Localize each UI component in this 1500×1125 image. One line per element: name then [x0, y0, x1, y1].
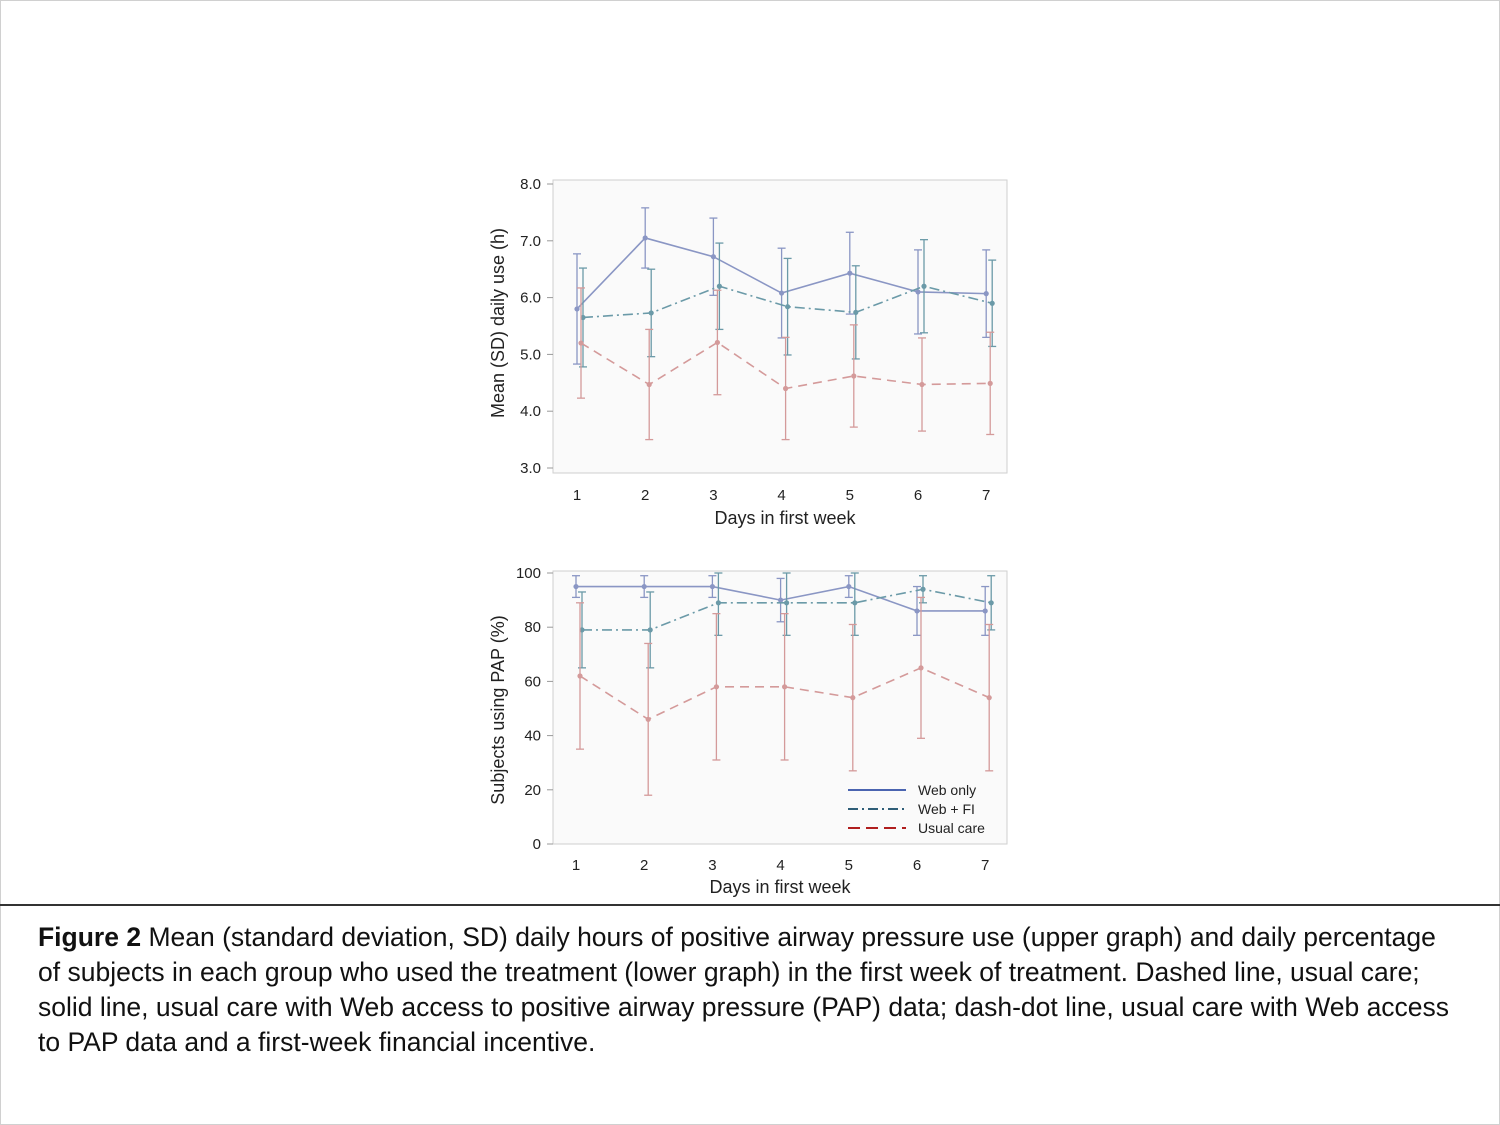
upper-chart: 3.0 4.0 5.0 6.0 7.0 8.0 1 2 3 4 5 6 7 Days in first… [488, 176, 1008, 528]
legend-label-web-fi: Web + FI [918, 801, 975, 817]
upper-x-axis: 1 2 3 4 5 6 7 [573, 487, 991, 504]
data-point [915, 289, 921, 295]
data-point [578, 340, 584, 346]
x-tick-label: 7 [981, 857, 989, 874]
data-point [577, 673, 583, 679]
data-point [918, 665, 924, 671]
data-point [642, 235, 648, 241]
series-web-only [573, 207, 991, 365]
lower-y-axis-title: Subjects using PAP (%) [488, 615, 508, 804]
legend: Web only Web + FI Usual care [848, 782, 985, 836]
data-point [850, 695, 856, 701]
data-point [785, 304, 791, 310]
data-point [986, 695, 992, 701]
legend-label-web-only: Web only [918, 782, 976, 798]
data-point [782, 684, 788, 690]
figure-charts: 3.0 4.0 5.0 6.0 7.0 8.0 1 2 3 4 5 6 7 Days in first… [488, 176, 1008, 897]
data-point [982, 608, 988, 614]
y-tick-label: 40 [524, 728, 541, 745]
data-point [573, 583, 579, 590]
data-point [914, 608, 920, 614]
lower-x-axis: 1 2 3 4 5 6 7 [572, 857, 990, 874]
x-tick-label: 3 [709, 487, 717, 504]
data-point [716, 283, 723, 289]
data-point [779, 290, 785, 296]
y-tick-label: 8.0 [520, 176, 541, 193]
data-point [579, 627, 585, 633]
series-usual-care [576, 596, 994, 796]
series-web-fi [578, 572, 996, 669]
data-point [710, 254, 717, 260]
y-tick-label: 100 [516, 565, 541, 582]
upper-x-axis-title: Days in first week [714, 508, 856, 528]
y-tick-label: 4.0 [520, 403, 541, 420]
data-point [846, 583, 852, 590]
data-point [778, 597, 784, 603]
data-point [920, 586, 926, 592]
data-point [709, 583, 716, 590]
data-point [852, 600, 858, 606]
upper-y-axis-title: Mean (SD) daily use (h) [488, 228, 508, 418]
figure-caption: Figure 2 Mean (standard deviation, SD) d… [38, 920, 1458, 1060]
upper-plot-area [552, 179, 1008, 474]
data-point [713, 684, 720, 690]
legend-label-usual-care: Usual care [918, 820, 985, 836]
series-usual-care [577, 287, 995, 441]
caption-divider [0, 904, 1500, 906]
data-point [715, 600, 722, 606]
data-point [921, 283, 927, 289]
x-tick-label: 4 [777, 487, 785, 504]
x-tick-label: 4 [776, 857, 784, 874]
x-tick-label: 6 [914, 487, 922, 504]
data-point [648, 310, 654, 316]
y-tick-label: 5.0 [520, 346, 541, 363]
data-point [580, 314, 586, 321]
series-web-only [572, 575, 990, 636]
x-tick-label: 6 [913, 857, 921, 874]
data-point [646, 381, 652, 388]
data-point [989, 300, 995, 306]
data-point [645, 716, 651, 722]
data-point [647, 627, 653, 633]
data-point [919, 381, 925, 388]
x-tick-label: 5 [845, 857, 853, 874]
x-tick-label: 2 [640, 857, 648, 874]
data-point [714, 339, 721, 346]
y-tick-label: 7.0 [520, 233, 541, 250]
x-tick-label: 2 [641, 487, 649, 504]
caption-text: Mean (standard deviation, SD) daily hour… [38, 922, 1450, 1057]
data-point [783, 385, 789, 392]
data-point [853, 309, 859, 315]
data-point [987, 380, 993, 386]
data-point [784, 600, 790, 606]
data-point [988, 600, 994, 606]
y-tick-label: 6.0 [520, 290, 541, 307]
x-tick-label: 1 [572, 857, 580, 874]
figure-label: Figure 2 [38, 922, 142, 952]
data-point [574, 306, 580, 312]
lower-series [572, 572, 996, 796]
y-tick-label: 60 [524, 673, 541, 690]
x-tick-label: 1 [573, 487, 581, 504]
data-point [641, 583, 647, 590]
upper-series [573, 207, 997, 441]
y-tick-label: 80 [524, 619, 541, 636]
data-point [851, 373, 857, 379]
x-tick-label: 7 [982, 487, 990, 504]
x-tick-label: 5 [846, 487, 854, 504]
lower-y-axis: 0 20 40 60 80 100 [516, 565, 553, 853]
upper-y-axis: 3.0 4.0 5.0 6.0 7.0 8.0 [520, 176, 553, 477]
y-tick-label: 3.0 [520, 460, 541, 477]
data-point [847, 270, 853, 276]
lower-x-axis-title: Days in first week [709, 877, 851, 897]
y-tick-label: 0 [533, 836, 541, 853]
x-tick-label: 3 [708, 857, 716, 874]
data-point [983, 291, 989, 297]
y-tick-label: 20 [524, 782, 541, 799]
